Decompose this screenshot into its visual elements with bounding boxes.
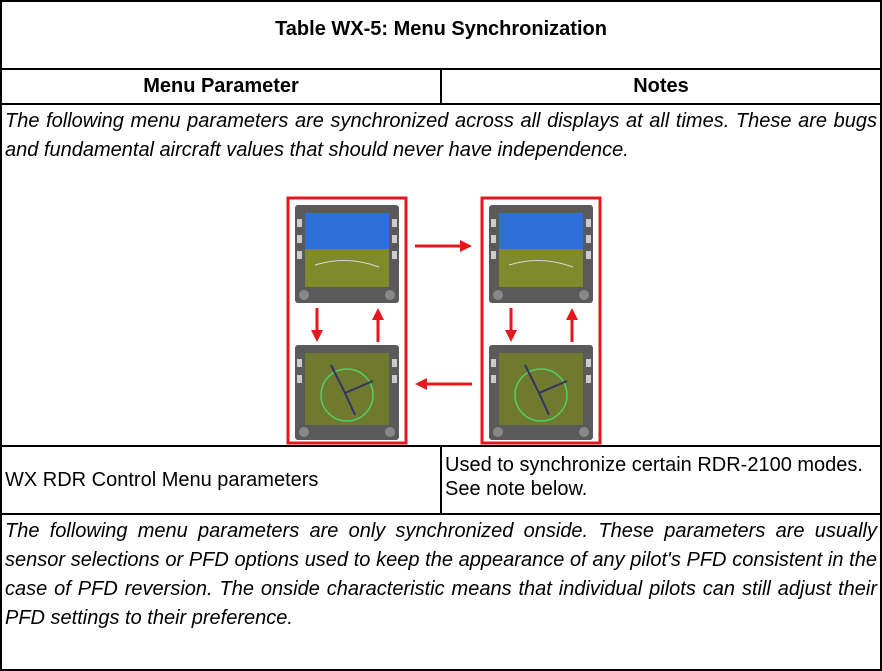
data-row: WX RDR Control Menu parameters Used to s… [2,447,880,515]
column-header: Notes [633,75,689,97]
intro-section: The following menu parameters are synchr… [2,105,880,447]
header-row: Menu Parameter Notes [2,70,880,105]
table-title: Table WX-5: Menu Synchronization [2,2,880,70]
outro-text: The following menu parameters are only s… [5,520,877,629]
intro-text: The following menu parameters are synchr… [5,110,877,161]
notes-cell: Used to synchronize certain RDR-2100 mod… [445,454,863,500]
outro-section: The following menu parameters are only s… [2,515,880,671]
parameter-cell: WX RDR Control Menu parameters [2,447,442,513]
column-header: Menu Parameter [2,70,442,103]
